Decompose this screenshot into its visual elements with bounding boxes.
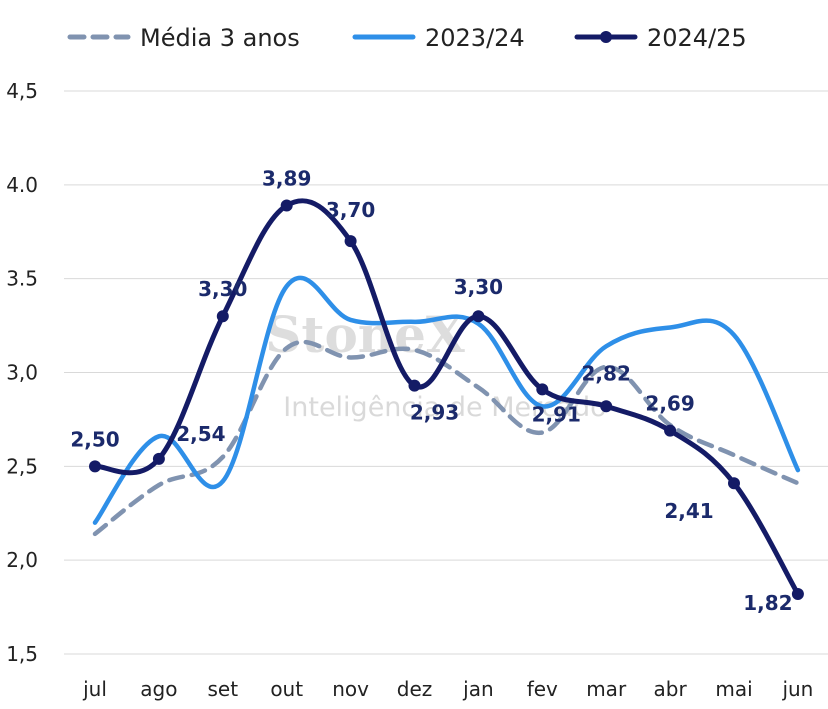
x-tick-label: abr — [654, 677, 688, 701]
x-tick-label: set — [208, 677, 239, 701]
data-label: 2,50 — [70, 427, 119, 451]
legend: Média 3 anos 2023/24 2024/25 — [67, 24, 747, 52]
x-tick-label: fev — [527, 677, 558, 701]
data-point — [216, 310, 229, 323]
watermark-brand: StoneX — [265, 305, 465, 364]
data-point — [89, 460, 101, 473]
data-point — [472, 310, 485, 323]
data-label: 2,69 — [645, 392, 694, 416]
data-point — [791, 587, 804, 600]
x-tick-label: jan — [462, 677, 494, 701]
x-tick-label: jul — [82, 677, 107, 701]
x-tick-label: nov — [332, 677, 369, 701]
data-labels: 2,50 2,54 3,30 3,89 3,70 2,93 3,30 2,912,82 2,69… — [70, 166, 792, 614]
data-point — [152, 452, 165, 465]
x-axis: jul ago set out nov dez jan fev mar abr mai jun — [82, 677, 813, 701]
data-point — [280, 199, 293, 212]
x-tick-label: out — [270, 677, 303, 701]
data-point — [536, 383, 549, 396]
data-label: 2,93 — [410, 401, 459, 425]
x-tick-label: mai — [715, 677, 752, 701]
legend-label: 2024/25 — [647, 24, 747, 52]
y-tick-label: 2,0 — [6, 548, 38, 572]
x-tick-label: jun — [781, 677, 813, 701]
data-label: 3,30 — [198, 277, 247, 301]
legend-label: Média 3 anos — [140, 24, 300, 52]
series-line-1 — [92, 275, 801, 525]
data-label: 1,82 — [743, 591, 792, 615]
data-point — [408, 379, 421, 392]
grid — [64, 90, 828, 655]
y-tick-label: 4.0 — [6, 173, 38, 197]
y-tick-label: 4,5 — [6, 79, 38, 103]
data-point — [728, 477, 740, 490]
series-line-2 — [92, 198, 801, 597]
data-label: 2,82 — [582, 361, 631, 385]
legend-label: 2023/24 — [425, 24, 525, 52]
x-tick-label: ago — [140, 677, 177, 701]
x-tick-label: dez — [397, 677, 433, 701]
data-point — [600, 400, 613, 413]
data-label: 3,70 — [326, 198, 375, 222]
data-point — [344, 235, 357, 248]
data-label: 2,54 — [176, 422, 225, 446]
data-point — [664, 424, 677, 437]
data-label: 2,91 — [532, 402, 581, 426]
data-label: 3,89 — [262, 166, 311, 190]
data-label: 3,30 — [454, 275, 503, 299]
y-axis: 1,5 2,0 2,5 3,0 3.5 4.0 4,5 — [6, 79, 38, 666]
legend-marker — [600, 31, 612, 43]
y-tick-label: 3,0 — [6, 361, 38, 385]
markers — [89, 199, 804, 600]
data-label: 2,41 — [664, 499, 713, 523]
y-tick-label: 3.5 — [6, 267, 38, 291]
y-tick-label: 2,5 — [6, 454, 38, 478]
x-tick-label: mar — [586, 677, 627, 701]
y-tick-label: 1,5 — [6, 642, 38, 666]
